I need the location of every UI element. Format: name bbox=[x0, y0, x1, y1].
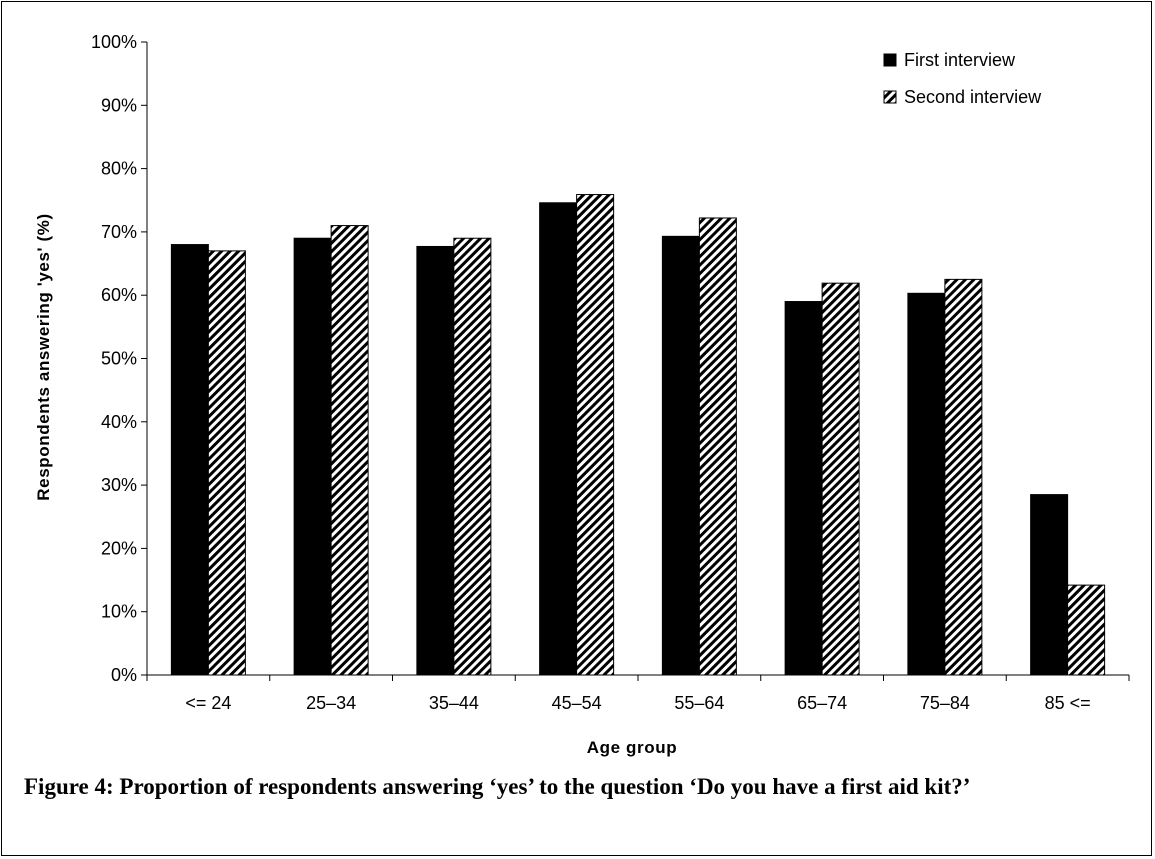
x-tick-label: 75–84 bbox=[920, 693, 970, 713]
y-tick-label: 60% bbox=[101, 285, 137, 305]
x-tick-label: 35–44 bbox=[429, 693, 479, 713]
y-tick-label: 40% bbox=[101, 412, 137, 432]
bar-first-interview bbox=[1030, 494, 1069, 676]
legend-label: Second interview bbox=[904, 87, 1042, 107]
figure-caption: Figure 4: Proportion of respondents answ… bbox=[24, 774, 971, 799]
bar-chart: 0% 10% 20% 30% 40% 50% 60% 70% 80% 90% 100% <= 24 2… bbox=[34, 32, 1130, 757]
y-tick-label: 90% bbox=[101, 95, 137, 115]
legend-label: First interview bbox=[904, 50, 1016, 70]
bar-second-interview bbox=[944, 278, 983, 676]
bar-second-interview bbox=[1067, 584, 1106, 676]
bar-second-interview bbox=[330, 225, 369, 676]
bar-second-interview bbox=[207, 250, 246, 676]
legend: First interview Second interview bbox=[883, 50, 1042, 107]
bar-first-interview bbox=[784, 301, 823, 676]
y-tick-label: 50% bbox=[101, 349, 137, 369]
bar-second-interview bbox=[453, 237, 492, 676]
y-axis-title: Respondents answering 'yes' (%) bbox=[34, 213, 53, 500]
x-axis-title: Age group bbox=[587, 738, 677, 757]
bar-first-interview bbox=[661, 235, 700, 676]
y-tick-label: 10% bbox=[101, 602, 137, 622]
bar-first-interview bbox=[907, 292, 946, 676]
legend-swatch-first bbox=[883, 53, 897, 67]
y-tick-label: 100% bbox=[91, 32, 137, 52]
bar-first-interview bbox=[170, 244, 209, 676]
y-tick-label: 0% bbox=[111, 665, 137, 685]
x-axis: <= 24 25–34 35–44 45–54 55–64 65–74 75–84 85 <= bbox=[146, 674, 1130, 713]
bar-second-interview bbox=[698, 217, 737, 676]
x-tick-label: <= 24 bbox=[185, 693, 231, 713]
x-tick-label: 65–74 bbox=[797, 693, 847, 713]
y-tick-label: 20% bbox=[101, 538, 137, 558]
y-tick-label: 70% bbox=[101, 222, 137, 242]
bar-second-interview bbox=[576, 194, 615, 676]
bars bbox=[170, 194, 1106, 676]
x-tick-label: 45–54 bbox=[552, 693, 602, 713]
x-tick-label: 25–34 bbox=[306, 693, 356, 713]
x-tick-label: 85 <= bbox=[1045, 693, 1091, 713]
x-tick-label: 55–64 bbox=[674, 693, 724, 713]
bar-first-interview bbox=[416, 245, 455, 676]
y-tick-label: 30% bbox=[101, 475, 137, 495]
bar-first-interview bbox=[539, 202, 578, 676]
bar-second-interview bbox=[821, 282, 860, 676]
y-axis: 0% 10% 20% 30% 40% 50% 60% 70% 80% 90% 100% bbox=[91, 32, 148, 685]
legend-swatch-second bbox=[883, 90, 897, 104]
y-tick-label: 80% bbox=[101, 159, 137, 179]
bar-first-interview bbox=[293, 237, 332, 676]
